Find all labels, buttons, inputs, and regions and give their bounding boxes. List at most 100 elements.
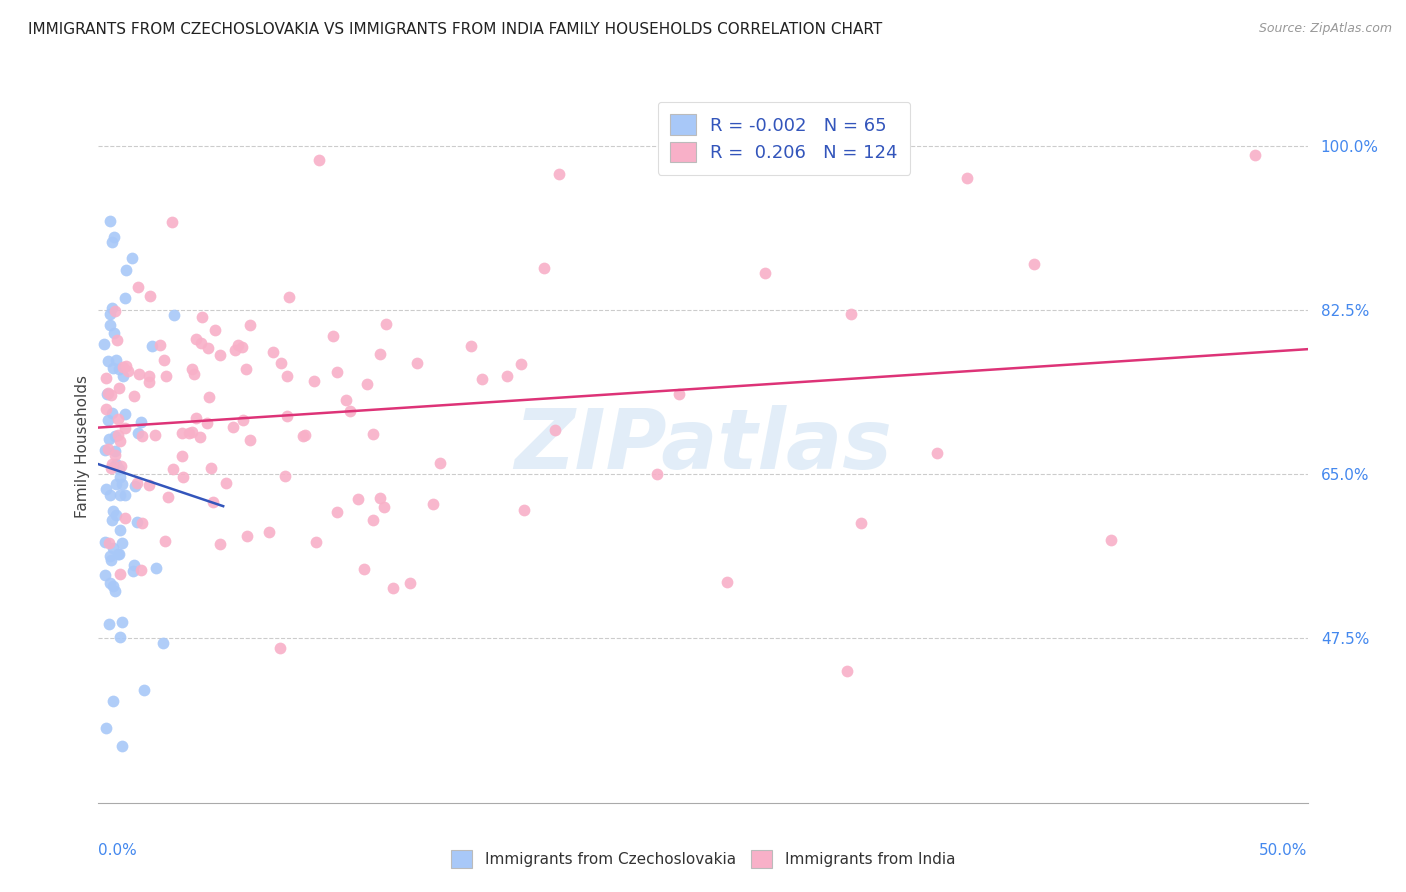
Point [98,575,121,590]
Point [471,372,494,386]
Point [114,421,136,435]
Point [98,616,121,631]
Point [235,362,257,376]
Point [125,476,148,491]
Point [368,347,391,361]
Point [170,449,193,463]
Point [190,310,212,324]
Point [270,355,292,369]
Point [127,426,149,441]
Point [1024,256,1046,270]
Point [239,318,262,332]
Point [188,430,211,444]
Point [98,307,121,321]
Point [131,516,153,530]
Point [181,425,204,439]
Point [292,429,315,443]
Point [94,534,117,549]
Point [107,547,129,561]
Point [200,461,222,475]
Point [122,558,145,573]
Point [104,429,127,443]
Legend: Immigrants from Czechoslovakia, Immigrants from India: Immigrants from Czechoslovakia, Immigran… [441,841,965,877]
Point [105,333,128,347]
Point [198,390,221,404]
Point [100,213,122,227]
Point [122,389,145,403]
Point [121,564,143,578]
Point [114,263,136,277]
Point [107,412,129,426]
Point [107,362,129,376]
Point [125,516,148,530]
Point [129,415,152,429]
Point [226,338,249,352]
Point [138,369,160,384]
Point [356,377,378,392]
Point [104,303,127,318]
Point [107,428,129,442]
Point [110,567,132,582]
Point [763,138,786,153]
Point [108,523,131,537]
Point [153,534,176,549]
Point [239,434,262,448]
Point [543,423,565,437]
Point [105,458,128,472]
Point [111,368,134,383]
Point [98,318,121,333]
Point [100,387,122,401]
Point [108,434,131,449]
Point [1243,148,1265,162]
Point [215,476,238,491]
Point [668,386,690,401]
Text: Source: ZipAtlas.com: Source: ZipAtlas.com [1258,22,1392,36]
Point [339,403,361,417]
Point [422,497,444,511]
Point [97,442,120,456]
Point [172,470,194,484]
Text: ZIPatlas: ZIPatlas [515,406,891,486]
Point [186,332,208,346]
Point [163,308,186,322]
Point [152,636,174,650]
Point [121,251,143,265]
Point [108,488,131,502]
Point [375,317,398,331]
Point [222,419,245,434]
Point [93,337,115,351]
Point [101,361,124,376]
Point [100,235,122,249]
Point [195,416,218,430]
Point [509,358,531,372]
Point [138,289,160,303]
Point [96,482,118,496]
Point [956,171,979,186]
Point [94,443,117,458]
Point [108,381,131,395]
Point [533,260,555,275]
Point [138,478,160,492]
Point [108,462,131,476]
Point [177,426,200,441]
Point [111,477,134,491]
Point [645,467,668,482]
Point [209,348,232,362]
Point [114,292,136,306]
Point [381,581,404,595]
Point [97,354,120,368]
Point [97,536,120,550]
Point [183,368,205,382]
Point [849,516,872,530]
Point [162,462,184,476]
Point [94,721,117,735]
Point [172,426,194,441]
Point [513,502,536,516]
Point [108,630,131,644]
Point [100,553,122,567]
Point [235,529,257,543]
Point [152,352,174,367]
Point [157,490,180,504]
Point [145,561,167,575]
Point [184,411,207,425]
